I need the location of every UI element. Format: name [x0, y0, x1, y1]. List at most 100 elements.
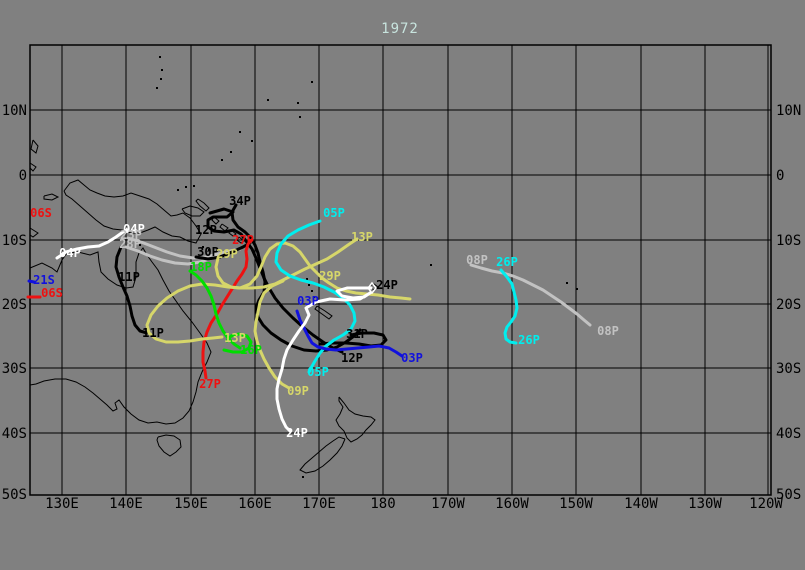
- track-label-09P: 09P: [287, 384, 309, 398]
- coastline: [63, 179, 202, 244]
- map-title: 1972: [381, 21, 419, 37]
- track-05P-path: [274, 219, 357, 374]
- track-label-29P: 29P: [319, 269, 341, 283]
- track-label-18P: 18P: [190, 260, 212, 274]
- lat-label-left-20S: 20S: [2, 297, 27, 313]
- island-dot: [221, 159, 223, 161]
- island-dot: [297, 102, 299, 104]
- track-label-23P: 23P: [120, 228, 142, 242]
- lat-label-left-0: 0: [19, 168, 27, 184]
- island-dot: [251, 140, 253, 142]
- labels-layer: 130E 140E 150E 160E 170E 180 170W 160W 150W 140W 1…: [2, 103, 802, 512]
- coastline-layer: [29, 56, 578, 478]
- island-dot: [161, 69, 163, 71]
- track-24P-path: [275, 286, 373, 433]
- track-27P-path: [201, 238, 254, 380]
- track-label-05P: 05P: [323, 206, 345, 220]
- map-frame: [29, 44, 772, 496]
- island-dot: [566, 282, 568, 284]
- track-label-28P: 28P: [119, 237, 141, 251]
- island-dot: [239, 131, 241, 133]
- storm-tracks-layer: [26, 203, 592, 433]
- track-label-29P: 29P: [216, 247, 238, 261]
- track-label-34P: 34P: [229, 194, 251, 208]
- track-label-21S: 21S: [33, 273, 55, 287]
- track-21S-path: [27, 279, 36, 284]
- lon-label-150E: 150E: [174, 496, 208, 512]
- lon-label-160E: 160E: [238, 496, 272, 512]
- island-dot: [306, 278, 308, 280]
- coastline: [299, 436, 346, 474]
- coastline: [29, 162, 37, 172]
- grid-layer: [29, 44, 772, 496]
- track-label-08P: 08P: [466, 253, 488, 267]
- lat-label-left-10N: 10N: [2, 103, 27, 119]
- island-dot: [156, 87, 158, 89]
- island-dot: [159, 56, 161, 58]
- track-label-13P: 13P: [224, 331, 246, 345]
- track-label-12P: 12P: [195, 223, 217, 237]
- track-03P-path: [295, 309, 404, 358]
- island-dot: [193, 185, 195, 187]
- lon-label-160W: 160W: [495, 496, 529, 512]
- island-dot: [177, 189, 179, 191]
- lon-label-120W: 120W: [749, 496, 783, 512]
- track-24P-diamond-marker: [367, 281, 377, 295]
- track-label-26P: 26P: [496, 255, 518, 269]
- island-dot: [160, 78, 162, 80]
- track-13P-path: [145, 237, 359, 344]
- island-dot: [299, 116, 301, 118]
- lat-label-left-10S: 10S: [2, 233, 27, 249]
- lon-label-170E: 170E: [302, 496, 336, 512]
- island-dot: [576, 288, 578, 290]
- coastline: [181, 205, 205, 217]
- coastline: [43, 193, 60, 201]
- track-label-04P: 04P: [59, 246, 81, 260]
- lon-label-140W: 140W: [624, 496, 658, 512]
- island-dot: [230, 151, 232, 153]
- track-label-03P: 03P: [297, 294, 319, 308]
- track-label-03P: 03P: [401, 351, 423, 365]
- lat-label-left-50S: 50S: [2, 487, 27, 503]
- coastline: [195, 198, 210, 212]
- lon-label-180: 180: [370, 496, 395, 512]
- track-label-06S: 06S: [41, 286, 63, 300]
- coastline: [314, 305, 333, 320]
- island-dot: [302, 476, 304, 478]
- island-dot: [208, 249, 210, 251]
- lon-label-150W: 150W: [559, 496, 593, 512]
- island-dot: [311, 290, 313, 292]
- coastline: [335, 396, 376, 443]
- island-dot: [313, 296, 315, 298]
- lat-label-right-30S: 30S: [776, 361, 801, 377]
- track-label-12P: 12P: [341, 351, 363, 365]
- track-label-04P: 04P: [123, 222, 145, 236]
- coastline: [29, 227, 39, 238]
- track-label-06S: 06S: [30, 206, 52, 220]
- island-dot: [430, 264, 432, 266]
- track-09P-path: [253, 279, 291, 390]
- track-label-24P: 24P: [376, 278, 398, 292]
- track-label-24P: 24P: [286, 426, 308, 440]
- island-dot: [267, 99, 269, 101]
- track-label-27P: 27P: [232, 233, 254, 247]
- track-30P-path: [194, 241, 252, 261]
- track-11P-path: [114, 245, 149, 335]
- lat-label-right-10S: 10S: [776, 233, 801, 249]
- coastline: [156, 434, 182, 457]
- coastline: [236, 236, 245, 244]
- lon-label-130E: 130E: [45, 496, 79, 512]
- lat-label-right-10N: 10N: [776, 103, 801, 119]
- track-label-27P: 27P: [199, 377, 221, 391]
- track-23P-path: [126, 236, 242, 260]
- track-16P-path: [222, 332, 253, 354]
- track-label-08P: 08P: [597, 324, 619, 338]
- track-04P-path: [55, 228, 129, 260]
- track-label-13P: 13P: [351, 230, 373, 244]
- lat-label-right-50S: 50S: [776, 487, 801, 503]
- track-label-31P: 31P: [346, 327, 368, 341]
- coastline: [211, 216, 220, 225]
- lat-label-right-0: 0: [776, 168, 784, 184]
